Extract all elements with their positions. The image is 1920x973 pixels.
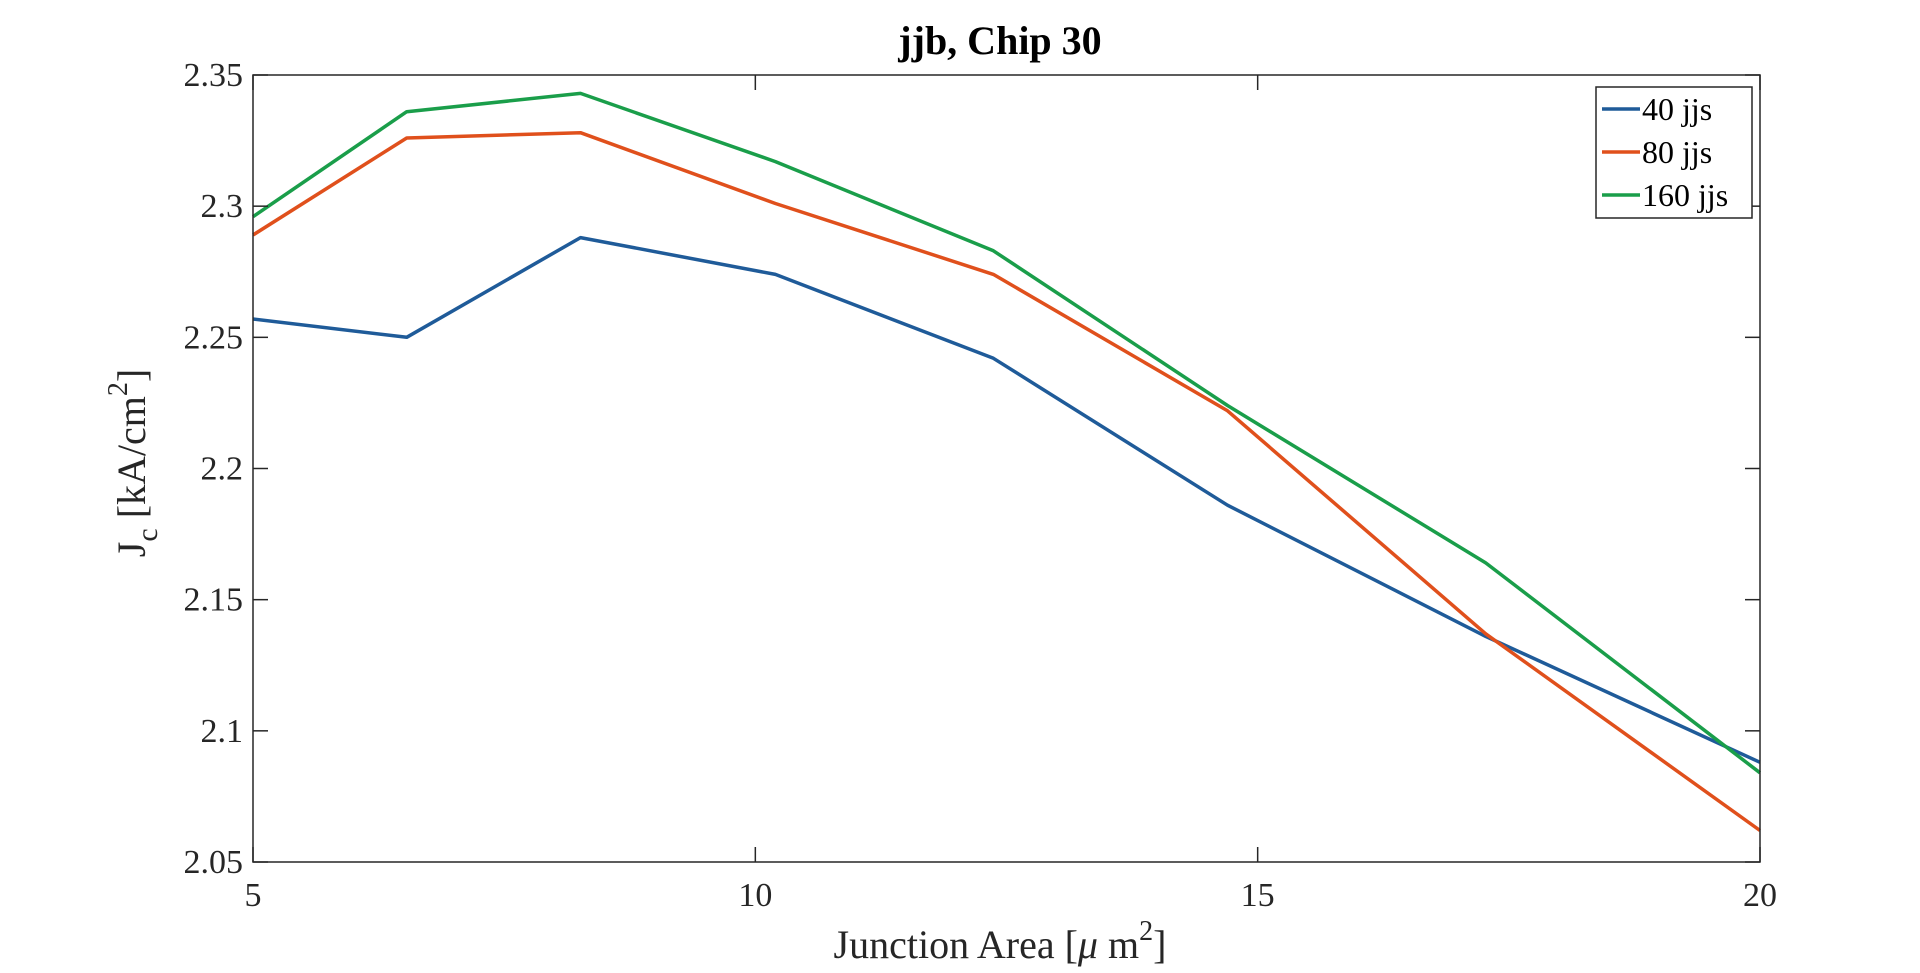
- x-tick-label: 20: [1743, 877, 1777, 914]
- x-axis-label: Junction Area [μ m2]: [834, 916, 1167, 967]
- y-tick-label: 2.15: [184, 582, 244, 619]
- legend: 40 jjs 80 jjs 160 jjs: [1595, 86, 1753, 219]
- y-tick-label: 2.05: [184, 844, 244, 881]
- chart-title: jjb, Chip 30: [897, 18, 1101, 63]
- x-tick-label: 15: [1241, 877, 1275, 914]
- y-tick-label: 2.25: [184, 319, 244, 356]
- x-tick-label: 5: [245, 877, 262, 914]
- y-tick-label: 2.35: [184, 57, 244, 94]
- legend-label-2: 80 jjs: [1642, 134, 1712, 170]
- legend-label-1: 40 jjs: [1642, 91, 1712, 127]
- legend-label-3: 160 jjs: [1642, 177, 1728, 213]
- y-tick-label: 2.3: [201, 188, 244, 225]
- y-tick-label: 2.1: [201, 713, 244, 750]
- y-axis-label: Jc [kA/cm2]: [103, 369, 164, 557]
- y-tick-label: 2.2: [201, 451, 244, 488]
- series-line-1: [252, 235, 1761, 764]
- series-line-3: [252, 91, 1762, 775]
- x-tick-label: 10: [738, 877, 772, 914]
- plot-area: [253, 75, 1760, 862]
- series-line-2: [252, 130, 1762, 832]
